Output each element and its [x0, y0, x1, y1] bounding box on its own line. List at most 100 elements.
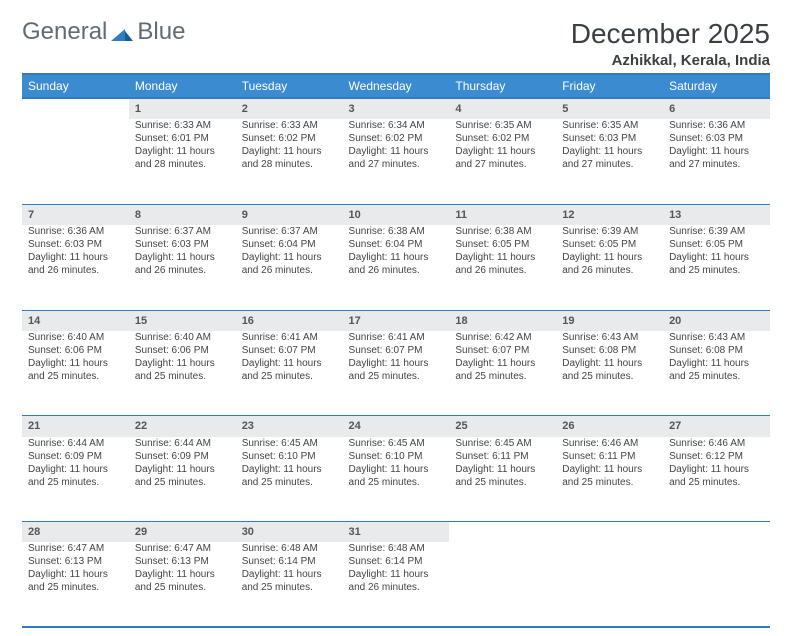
sunset-text: Sunset: 6:07 PM [349, 344, 444, 357]
sunset-text: Sunset: 6:13 PM [135, 555, 230, 568]
sunset-text: Sunset: 6:08 PM [562, 344, 657, 357]
day-content-row: Sunrise: 6:33 AMSunset: 6:01 PMDaylight:… [22, 119, 770, 204]
day-number-cell [449, 522, 556, 543]
daylight-text: Daylight: 11 hours and 25 minutes. [349, 357, 444, 383]
sunrise-text: Sunrise: 6:36 AM [669, 119, 764, 132]
sunrise-text: Sunrise: 6:44 AM [135, 437, 230, 450]
day-content-cell [449, 542, 556, 627]
calendar-page: General Blue December 2025 Azhikkal, Ker… [0, 0, 792, 636]
daylight-text: Daylight: 11 hours and 25 minutes. [669, 357, 764, 383]
logo-icon [111, 23, 133, 41]
daylight-text: Daylight: 11 hours and 27 minutes. [562, 145, 657, 171]
daylight-text: Daylight: 11 hours and 25 minutes. [28, 463, 123, 489]
sunrise-text: Sunrise: 6:34 AM [349, 119, 444, 132]
sunrise-text: Sunrise: 6:35 AM [455, 119, 550, 132]
day-number-cell: 22 [129, 416, 236, 437]
day-number-cell: 23 [236, 416, 343, 437]
day-content-cell: Sunrise: 6:45 AMSunset: 6:11 PMDaylight:… [449, 437, 556, 522]
day-number-cell: 1 [129, 98, 236, 119]
daylight-text: Daylight: 11 hours and 25 minutes. [242, 568, 337, 594]
day-number-cell: 21 [22, 416, 129, 437]
sunset-text: Sunset: 6:05 PM [455, 238, 550, 251]
day-number-cell: 30 [236, 522, 343, 543]
day-number-cell: 6 [663, 98, 770, 119]
sunset-text: Sunset: 6:08 PM [669, 344, 764, 357]
sunrise-text: Sunrise: 6:39 AM [669, 225, 764, 238]
sunset-text: Sunset: 6:04 PM [242, 238, 337, 251]
day-content-cell: Sunrise: 6:34 AMSunset: 6:02 PMDaylight:… [343, 119, 450, 204]
day-content-cell: Sunrise: 6:39 AMSunset: 6:05 PMDaylight:… [556, 225, 663, 310]
day-number-cell: 28 [22, 522, 129, 543]
weekday-header: Saturday [663, 74, 770, 98]
day-number-cell: 17 [343, 310, 450, 331]
sunrise-text: Sunrise: 6:46 AM [562, 437, 657, 450]
weekday-header: Wednesday [343, 74, 450, 98]
sunrise-text: Sunrise: 6:35 AM [562, 119, 657, 132]
day-content-cell: Sunrise: 6:41 AMSunset: 6:07 PMDaylight:… [236, 331, 343, 416]
day-number-cell: 12 [556, 204, 663, 225]
daylight-text: Daylight: 11 hours and 25 minutes. [28, 568, 123, 594]
sunrise-text: Sunrise: 6:40 AM [135, 331, 230, 344]
day-content-cell: Sunrise: 6:40 AMSunset: 6:06 PMDaylight:… [129, 331, 236, 416]
day-number-cell: 18 [449, 310, 556, 331]
sunset-text: Sunset: 6:03 PM [562, 132, 657, 145]
brand-logo: General Blue [22, 18, 185, 46]
day-number-cell: 27 [663, 416, 770, 437]
day-content-cell [556, 542, 663, 627]
sunset-text: Sunset: 6:14 PM [242, 555, 337, 568]
day-number-cell [663, 522, 770, 543]
calendar-table: SundayMondayTuesdayWednesdayThursdayFrid… [22, 73, 770, 628]
sunrise-text: Sunrise: 6:41 AM [349, 331, 444, 344]
sunrise-text: Sunrise: 6:38 AM [455, 225, 550, 238]
day-number-cell: 10 [343, 204, 450, 225]
daylight-text: Daylight: 11 hours and 25 minutes. [669, 251, 764, 277]
daylight-text: Daylight: 11 hours and 26 minutes. [242, 251, 337, 277]
calendar-body: 123456Sunrise: 6:33 AMSunset: 6:01 PMDay… [22, 98, 770, 627]
daylight-text: Daylight: 11 hours and 27 minutes. [669, 145, 764, 171]
sunset-text: Sunset: 6:05 PM [669, 238, 764, 251]
day-number-cell: 11 [449, 204, 556, 225]
sunset-text: Sunset: 6:05 PM [562, 238, 657, 251]
weekday-header: Thursday [449, 74, 556, 98]
daylight-text: Daylight: 11 hours and 26 minutes. [562, 251, 657, 277]
daylight-text: Daylight: 11 hours and 25 minutes. [455, 357, 550, 383]
sunrise-text: Sunrise: 6:42 AM [455, 331, 550, 344]
sunrise-text: Sunrise: 6:45 AM [349, 437, 444, 450]
sunset-text: Sunset: 6:02 PM [455, 132, 550, 145]
sunrise-text: Sunrise: 6:33 AM [135, 119, 230, 132]
weekday-header: Sunday [22, 74, 129, 98]
daylight-text: Daylight: 11 hours and 25 minutes. [669, 463, 764, 489]
sunrise-text: Sunrise: 6:44 AM [28, 437, 123, 450]
sunset-text: Sunset: 6:06 PM [135, 344, 230, 357]
daylight-text: Daylight: 11 hours and 27 minutes. [349, 145, 444, 171]
sunset-text: Sunset: 6:06 PM [28, 344, 123, 357]
day-content-cell: Sunrise: 6:37 AMSunset: 6:03 PMDaylight:… [129, 225, 236, 310]
weekday-header: Tuesday [236, 74, 343, 98]
sunrise-text: Sunrise: 6:46 AM [669, 437, 764, 450]
sunrise-text: Sunrise: 6:47 AM [135, 542, 230, 555]
day-content-cell: Sunrise: 6:44 AMSunset: 6:09 PMDaylight:… [22, 437, 129, 522]
daylight-text: Daylight: 11 hours and 25 minutes. [562, 463, 657, 489]
brand-part1: General [22, 18, 107, 46]
day-content-cell: Sunrise: 6:47 AMSunset: 6:13 PMDaylight:… [129, 542, 236, 627]
calendar-header-row: SundayMondayTuesdayWednesdayThursdayFrid… [22, 74, 770, 98]
day-number-cell: 16 [236, 310, 343, 331]
day-number-cell: 29 [129, 522, 236, 543]
daylight-text: Daylight: 11 hours and 28 minutes. [135, 145, 230, 171]
title-block: December 2025 Azhikkal, Kerala, India [571, 18, 770, 69]
day-number-row: 21222324252627 [22, 416, 770, 437]
day-content-cell: Sunrise: 6:33 AMSunset: 6:01 PMDaylight:… [129, 119, 236, 204]
day-content-cell: Sunrise: 6:35 AMSunset: 6:02 PMDaylight:… [449, 119, 556, 204]
daylight-text: Daylight: 11 hours and 26 minutes. [455, 251, 550, 277]
month-title: December 2025 [571, 18, 770, 50]
sunset-text: Sunset: 6:07 PM [242, 344, 337, 357]
location: Azhikkal, Kerala, India [571, 52, 770, 69]
sunrise-text: Sunrise: 6:39 AM [562, 225, 657, 238]
daylight-text: Daylight: 11 hours and 25 minutes. [455, 463, 550, 489]
day-content-cell: Sunrise: 6:41 AMSunset: 6:07 PMDaylight:… [343, 331, 450, 416]
sunset-text: Sunset: 6:07 PM [455, 344, 550, 357]
sunrise-text: Sunrise: 6:38 AM [349, 225, 444, 238]
sunset-text: Sunset: 6:09 PM [28, 450, 123, 463]
sunset-text: Sunset: 6:12 PM [669, 450, 764, 463]
sunrise-text: Sunrise: 6:45 AM [242, 437, 337, 450]
